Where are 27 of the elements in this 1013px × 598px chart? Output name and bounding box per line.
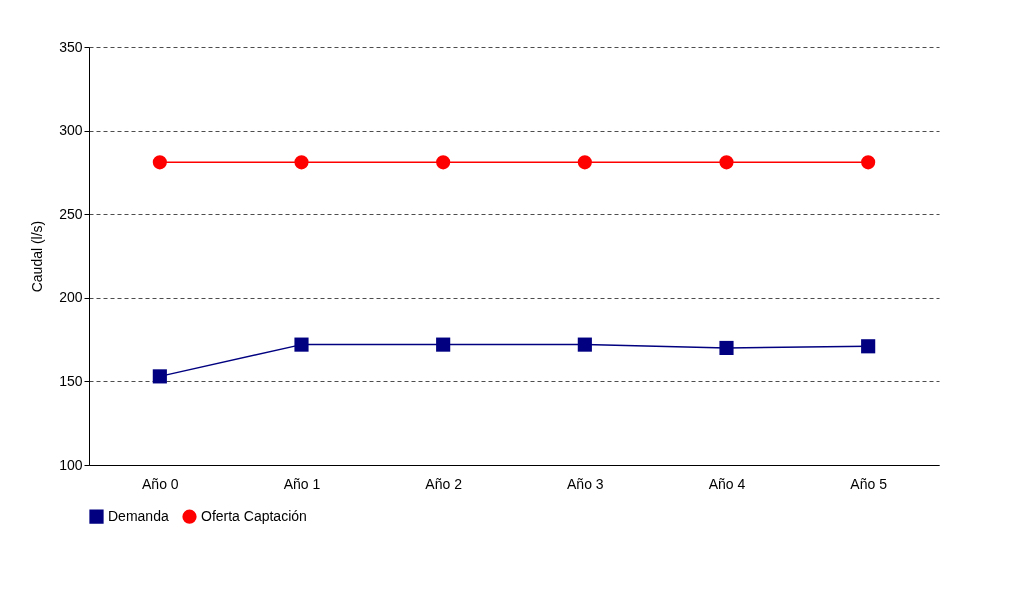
y-tick-label: 250 (59, 205, 83, 222)
point (861, 155, 876, 170)
point (719, 340, 734, 356)
point (152, 369, 167, 384)
point (152, 155, 167, 170)
point (436, 337, 451, 352)
x-tick-label: Año 4 (708, 475, 746, 492)
point (861, 339, 876, 354)
legend-label: Demanda (108, 507, 169, 524)
y-tick-label: 100 (59, 456, 83, 473)
point (577, 155, 592, 170)
point (577, 337, 592, 352)
point (294, 337, 309, 352)
x-tick-label: Año 3 (567, 475, 604, 492)
x-tick-label: Año 2 (425, 475, 463, 492)
point (294, 155, 309, 170)
y-tick-label: 350 (59, 38, 83, 55)
y-axis-title: Caudal (l/s) (29, 220, 46, 293)
y-tick-label: 150 (59, 372, 83, 389)
x-tick-label: Año 5 (850, 475, 888, 492)
x-tick-label: Año 1 (283, 475, 321, 492)
y-tick-label: 200 (59, 289, 83, 306)
point (436, 155, 451, 170)
y-tick-label: 300 (59, 122, 83, 139)
x-tick-label: Año 0 (142, 475, 179, 492)
point (719, 155, 734, 170)
legend-label: Oferta Captación (201, 507, 307, 524)
